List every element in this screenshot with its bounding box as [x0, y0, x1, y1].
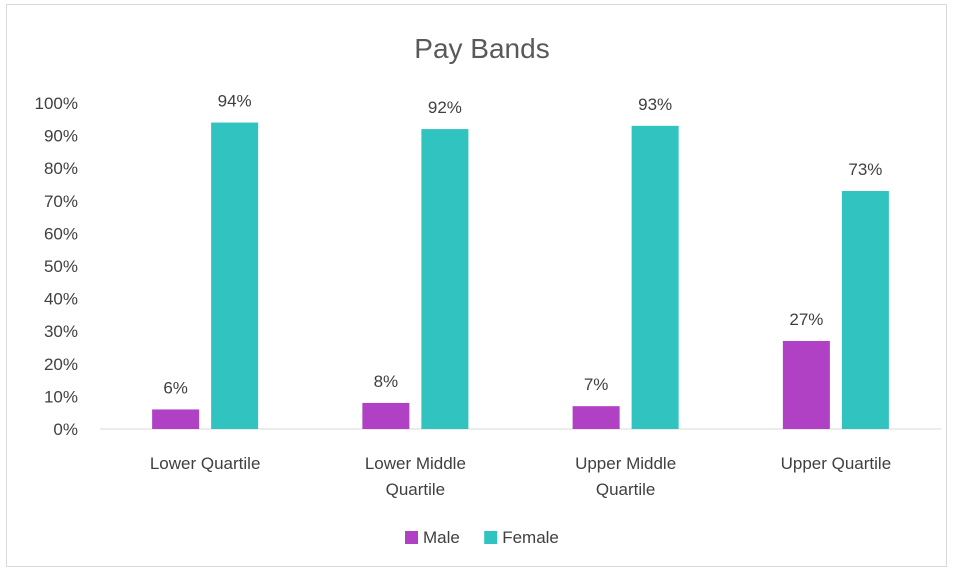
legend-label-female: Female — [502, 528, 559, 547]
y-axis: 0% 10% 20% 30% 40% 50% 60% 70% 80% 90% 100% — [35, 94, 78, 439]
bar-male — [782, 340, 830, 429]
data-label: 6% — [163, 378, 188, 397]
data-labels: 6% 94% 8% 92% 7% 93% 27% 73% — [163, 92, 882, 398]
y-tick-label: 100% — [35, 94, 78, 113]
bar-female — [631, 125, 679, 429]
bar-female — [211, 122, 259, 429]
y-tick-label: 50% — [44, 257, 78, 276]
data-label: 94% — [218, 92, 252, 111]
bars — [152, 122, 889, 429]
data-label: 7% — [584, 375, 609, 394]
y-tick-label: 20% — [44, 355, 78, 374]
y-tick-label: 40% — [44, 290, 78, 309]
y-tick-label: 70% — [44, 192, 78, 211]
x-category-label: Lower Quartile — [150, 454, 261, 473]
y-tick-label: 90% — [44, 127, 78, 146]
y-tick-label: 30% — [44, 322, 78, 341]
bar-male — [362, 402, 410, 429]
legend-label-male: Male — [423, 528, 460, 547]
data-label: 92% — [428, 98, 462, 117]
x-category-label: Upper Middle — [575, 454, 676, 473]
data-label: 73% — [848, 160, 882, 179]
data-label: 93% — [638, 95, 672, 114]
y-tick-label: 80% — [44, 159, 78, 178]
bar-female — [841, 191, 889, 429]
legend-swatch-male — [405, 531, 418, 544]
chart-title: Pay Bands — [414, 33, 549, 64]
x-category-label: Quartile — [596, 480, 656, 499]
data-label: 8% — [374, 372, 399, 391]
bar-male — [572, 406, 620, 429]
data-label: 27% — [789, 310, 823, 329]
y-tick-label: 60% — [44, 224, 78, 243]
legend: Male Female — [405, 528, 559, 547]
legend-swatch-female — [484, 531, 498, 544]
x-axis: Lower Quartile Lower Middle Quartile Upper … — [150, 454, 891, 499]
x-category-label: Quartile — [386, 480, 446, 499]
x-category-label: Upper Quartile — [781, 454, 892, 473]
chart-frame — [6, 4, 947, 567]
x-category-label: Lower Middle — [365, 454, 466, 473]
bar-female — [421, 129, 469, 429]
y-tick-label: 10% — [44, 387, 78, 406]
y-tick-label: 0% — [53, 420, 78, 439]
bar-male — [152, 409, 200, 429]
